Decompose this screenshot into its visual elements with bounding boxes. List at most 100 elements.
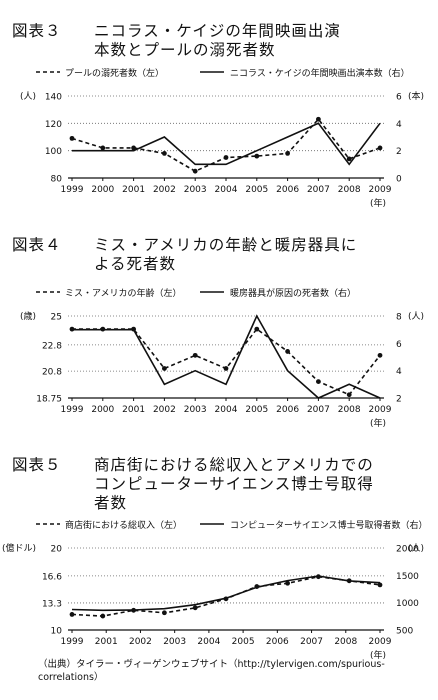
chart-4-x-tick-label: 1999: [61, 405, 84, 415]
chart-3-series-solid-line: [72, 122, 381, 166]
figure-3-title-line-2: 本数とプールの溺死者数: [94, 41, 276, 59]
chart-3-x-unit: (年): [370, 197, 386, 209]
chart-5-data-point: [162, 610, 167, 616]
chart-5-legend-solid: コンピューターサイエンス博士号取得者数（右）: [230, 519, 428, 531]
chart-4-legend-dashed: ミス・アメリカの年齢（左）: [65, 287, 182, 299]
chart-5-x-tick-label: 1999: [61, 637, 84, 647]
chart-4-x-tick-label: 2002: [153, 405, 176, 415]
chart-5-y-right-tick: 1000: [396, 599, 419, 609]
chart-4-data-point: [316, 379, 321, 384]
chart-5-x-tick-label: 2009: [369, 637, 392, 647]
chart-3-y-left-tick: 100: [45, 147, 62, 157]
chart-5-data-point: [377, 582, 383, 588]
chart-figure-5: 商店街における総収入（左） コンピューターサイエンス博士号取得者数（右） (億ドル)…: [2, 519, 428, 661]
figure-4-title: 図表４ ミス・アメリカの年齢と暖房器具に よる死者数: [12, 236, 357, 274]
chart-5-x-tick-label: 2001: [95, 637, 118, 647]
chart-5-x-tick-label: 2003: [163, 637, 186, 647]
chart-5-y-right-tick: 500: [396, 627, 413, 637]
chart-5-y-left-tick: 10: [51, 627, 63, 637]
figure-5-title-line-2: コンピューターサイエンス博士号取得: [94, 475, 374, 493]
chart-3-data-point: [69, 135, 75, 141]
chart-5-x-tick-label: 2005: [232, 637, 255, 647]
chart-5-x-tick-label: 2008: [334, 637, 357, 647]
chart-4-data-point: [346, 392, 352, 398]
chart-4-x-tick-label: 2001: [122, 405, 145, 415]
chart-3-data-point: [285, 151, 290, 156]
chart-4-data-point: [162, 366, 167, 371]
chart-4-series-solid-line: [72, 314, 381, 399]
chart-3-series-dashed-line: [71, 117, 381, 173]
chart-5-x-tick-label: 2004: [197, 637, 220, 647]
chart-4-y-left-tick: 20.8: [42, 368, 62, 378]
source-note: （出典）タイラー・ヴィーゲンウェブサイト（http://tylervigen.c…: [38, 659, 385, 683]
chart-4-legend-solid: 暖房器具が原因の死者数（右）: [230, 287, 356, 299]
chart-3-x-tick-label: 2009: [369, 185, 392, 195]
chart-4-y-left-tick: 25: [51, 313, 62, 323]
chart-figure-4: ミス・アメリカの年齢（左） 暖房器具が原因の死者数（右） (歳) (人) 18.75 20…: [20, 287, 424, 429]
chart-4-data-point: [377, 352, 383, 358]
chart-5-y-right-unit: (人): [408, 543, 424, 554]
chart-3-x-tick-label: 2005: [245, 185, 268, 195]
figure-5-label: 図表５: [12, 456, 62, 474]
chart-3-y-right-tick: 4: [396, 120, 402, 130]
chart-4-y-left-tick: 18.75: [36, 395, 62, 405]
chart-3-x-tick-label: 2007: [307, 185, 330, 195]
figure-5-title-line-3: 者数: [94, 494, 128, 512]
chart-3-x-tick-label: 2006: [276, 185, 299, 195]
chart-3-legend-dashed: プールの溺死者数（左）: [65, 67, 164, 79]
chart-3-data-point: [162, 151, 167, 156]
chart-4-y-right-tick: 6: [396, 340, 402, 350]
chart-3-data-point: [316, 116, 321, 122]
chart-4-y-left-unit: (歳): [20, 310, 36, 322]
figure-5-title-line-1: 商店街における総収入とアメリカでの: [94, 456, 374, 474]
chart-3-y-right-unit: (本): [408, 90, 424, 102]
chart-5-x-tick-label: 2007: [300, 637, 323, 647]
chart-3-y-left-tick: 120: [45, 120, 62, 130]
figure-4-label: 図表４: [12, 236, 62, 254]
chart-3-y-right-tick: 6: [396, 93, 402, 103]
chart-5-y-right-tick: 1500: [396, 572, 419, 582]
chart-3-data-point: [131, 145, 137, 151]
chart-5-series-solid-line: [71, 575, 381, 612]
chart-5-legend-dashed: 商店街における総収入（左）: [65, 519, 182, 531]
chart-4-y-right-unit: (人): [408, 311, 424, 322]
chart-4-data-point: [223, 366, 229, 371]
figure-5-title: 図表５ 商店街における総収入とアメリカでの コンピューターサイエンス博士号取得 者…: [12, 456, 374, 513]
chart-4-data-point: [192, 352, 198, 358]
chart-5-data-point: [285, 580, 290, 586]
chart-figure-3: プールの溺死者数（左） ニコラス・ケイジの年間映画出演本数（右）(人) (本)801…: [20, 67, 424, 209]
chart-3-data-point: [192, 168, 198, 174]
figure-4-title-line-1: ミス・アメリカの年齢と暖房器具に: [94, 236, 358, 254]
chart-4-x-tick-label: 2005: [245, 405, 268, 415]
chart-4-x-unit: (年): [370, 417, 386, 429]
chart-5-y-left-tick: 13.3: [42, 599, 62, 609]
chart-3-legend-solid: ニコラス・ケイジの年間映画出演本数（右）: [230, 67, 410, 79]
chart-3-y-right-tick: 2: [396, 147, 402, 157]
chart-3-data-point: [223, 155, 229, 160]
chart-5-x-unit: (年): [370, 649, 386, 661]
chart-5-x-tick-label: 2002: [129, 637, 152, 647]
chart-4-x-tick-label: 2009: [369, 405, 392, 415]
chart-4-x-tick-label: 2004: [215, 405, 238, 415]
chart-4-y-right-tick: 8: [396, 313, 402, 323]
chart-4-x-tick-label: 2000: [91, 405, 114, 415]
chart-3-x-tick-label: 2001: [122, 185, 145, 195]
chart-5-y-left-unit: (億ドル): [2, 542, 36, 554]
chart-3-x-tick-label: 1999: [61, 185, 84, 195]
chart-4-x-tick-label: 2007: [307, 405, 330, 415]
chart-3-data-point: [346, 156, 352, 162]
chart-4-x-tick-label: 2003: [184, 405, 207, 415]
chart-5-data-point: [100, 613, 106, 619]
chart-5-y-left-tick: 16.6: [42, 572, 62, 582]
chart-4-data-point: [285, 349, 290, 354]
chart-5-x-tick-label: 2006: [266, 637, 289, 647]
chart-3-x-tick-label: 2003: [184, 185, 207, 195]
figure-3-title: 図表３ ニコラス・ケイジの年間映画出演 本数とプールの溺死者数: [12, 22, 341, 60]
chart-3-x-tick-label: 2000: [91, 185, 114, 195]
chart-3-y-right-tick: 0: [396, 175, 402, 185]
figure-3-title-line-1: ニコラス・ケイジの年間映画出演: [94, 22, 341, 40]
chart-3-data-point: [100, 145, 106, 151]
chart-4-data-point: [254, 326, 260, 332]
chart-5-data-point: [192, 605, 198, 611]
chart-3-y-left-unit: (人): [20, 91, 36, 102]
